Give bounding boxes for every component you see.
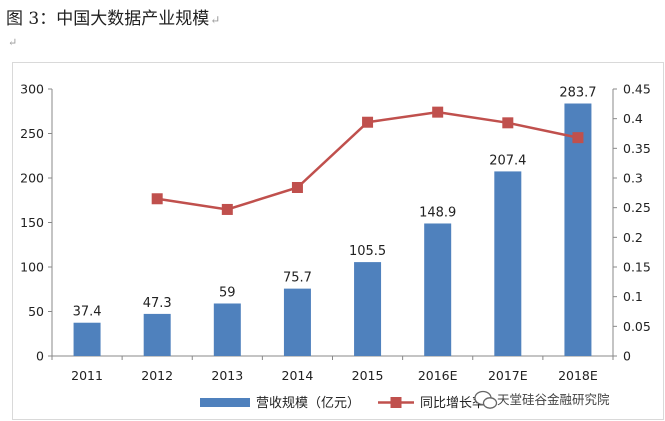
watermark-text: 天堂硅谷金融研究院 xyxy=(497,392,610,407)
bar xyxy=(494,171,522,356)
x-tick-label: 2016E xyxy=(418,368,458,383)
figure-caption: 图 3：中国大数据产业规模↵ xyxy=(6,4,220,29)
left-tick-label: 300 xyxy=(20,82,44,97)
data-labels: 37.4 47.3 59 75.7 105.5 148.9 207.4 283.7 xyxy=(73,86,597,320)
bar xyxy=(143,313,171,356)
x-tick-label: 2018E xyxy=(558,368,598,383)
right-tick-label: 0 xyxy=(623,349,631,364)
line-series xyxy=(151,106,584,215)
bar xyxy=(354,262,382,356)
bar xyxy=(564,103,592,356)
chart-axes: 0 50 100 150 200 250 300 0 0.05 0.1 0.15 0.2 0.25 0.3… xyxy=(20,82,651,384)
figure-title: 图 3：中国大数据产业规模 xyxy=(6,9,210,29)
x-tick-label: 2011 xyxy=(71,368,103,383)
wechat-icon xyxy=(474,390,498,409)
bar-value-label: 283.7 xyxy=(559,86,596,101)
bar xyxy=(73,322,101,356)
legend-line-label: 同比增长率 xyxy=(420,395,485,411)
left-tick-label: 50 xyxy=(28,304,44,319)
right-tick-label: 0.3 xyxy=(623,171,643,186)
bar-value-label: 207.4 xyxy=(489,153,526,168)
right-tick-label: 0.35 xyxy=(623,141,651,156)
return-mark: ↵ xyxy=(210,13,221,27)
chart-frame xyxy=(12,62,664,420)
growth-rate-marker xyxy=(572,132,584,144)
right-tick-label: 0.45 xyxy=(623,82,651,97)
right-tick-label: 0.4 xyxy=(623,111,643,126)
legend-bar-label: 营收规模（亿元） xyxy=(256,396,360,411)
bar xyxy=(213,303,241,356)
right-tick-label: 0.1 xyxy=(623,289,643,304)
right-tick-label: 0.15 xyxy=(623,260,651,275)
growth-rate-marker xyxy=(362,116,374,128)
left-tick-label: 250 xyxy=(20,126,44,141)
bar-value-label: 148.9 xyxy=(419,205,456,220)
chart-legend: 营收规模（亿元） 同比增长率 xyxy=(200,395,485,411)
left-tick-label: 100 xyxy=(20,260,44,275)
bar xyxy=(283,288,311,356)
growth-rate-marker xyxy=(502,117,514,129)
growth-rate-marker xyxy=(291,181,303,193)
left-tick-label: 150 xyxy=(20,215,44,230)
bar-value-label: 105.5 xyxy=(349,244,386,259)
bar-value-label: 37.4 xyxy=(73,305,102,320)
paragraph-mark: ↵ xyxy=(8,36,18,49)
right-tick-label: 0.2 xyxy=(623,230,643,245)
growth-rate-marker xyxy=(432,106,444,118)
wechat-icon-bubble-small xyxy=(482,397,498,409)
left-tick-label: 0 xyxy=(36,349,44,364)
x-tick-label: 2012 xyxy=(141,368,173,383)
bar-series xyxy=(73,103,592,356)
legend-line-marker xyxy=(390,397,402,408)
right-tick-label: 0.05 xyxy=(623,319,651,334)
bar xyxy=(424,223,452,356)
left-tick-label: 200 xyxy=(20,171,44,186)
x-tick-label: 2017E xyxy=(488,368,528,383)
bar-value-label: 47.3 xyxy=(143,296,172,311)
bar-value-label: 75.7 xyxy=(283,271,312,286)
growth-rate-marker xyxy=(151,193,163,205)
watermark: 天堂硅谷金融研究院 xyxy=(474,390,610,409)
legend-bar-swatch xyxy=(200,398,250,407)
x-tick-label: 2015 xyxy=(352,368,384,383)
right-tick-label: 0.25 xyxy=(623,200,651,215)
x-tick-label: 2013 xyxy=(211,368,243,383)
bar-value-label: 59 xyxy=(219,285,236,300)
x-tick-label: 2014 xyxy=(282,368,314,383)
growth-rate-marker xyxy=(221,203,233,215)
